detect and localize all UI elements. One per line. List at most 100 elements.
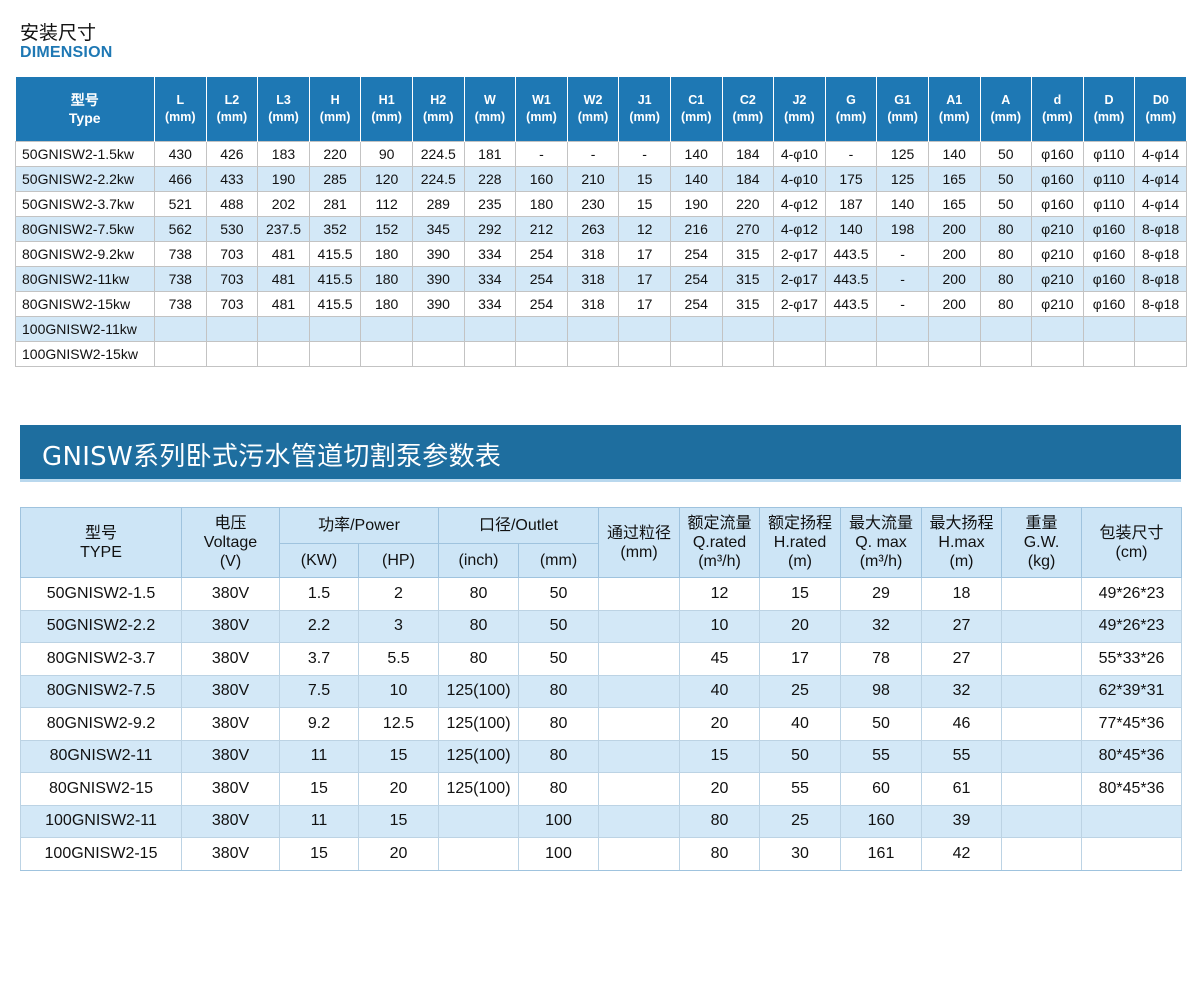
dimension-col-header: L3 (mm) <box>257 77 310 142</box>
dimension-value-cell: 315 <box>721 241 775 267</box>
param-value-cell: 12 <box>679 577 760 611</box>
dimension-col-header: D0 (mm) <box>1134 77 1187 142</box>
param-value-cell: 55*33*26 <box>1081 642 1183 676</box>
param-value-cell: 1.5 <box>279 577 359 611</box>
param-value-cell: 15 <box>679 740 760 773</box>
dimension-value-cell: - <box>515 141 568 167</box>
dimension-value-cell: 140 <box>669 166 723 192</box>
dimension-value-cell: 345 <box>411 216 465 242</box>
param-value-cell <box>598 610 680 643</box>
dimension-value-cell <box>566 341 620 367</box>
dimension-value-cell: 184 <box>721 166 775 192</box>
dimension-value-cell: 140 <box>927 141 981 167</box>
dimension-value-cell <box>411 341 465 367</box>
param-value-cell: 32 <box>840 610 922 643</box>
param-value-cell: 55 <box>921 740 1002 773</box>
dimension-value-cell: 4-φ12 <box>773 191 826 217</box>
dimension-value-cell: 15 <box>618 166 671 192</box>
param-value-cell: 27 <box>921 642 1002 676</box>
dimension-row: 50GNISW2-2.2kw 466 433 190 285 120 224.5 228 160… <box>15 166 1187 192</box>
param-value-cell: 80 <box>517 772 599 806</box>
dimension-value-cell: 415.5 <box>308 291 362 317</box>
dimension-model-cell: 80GNISW2-11kw <box>15 266 155 292</box>
type-header-en: Type <box>68 110 101 126</box>
dimension-value-cell: 212 <box>515 216 568 242</box>
dimension-value-cell: 562 <box>154 216 207 242</box>
param-qmax-header: 最大流量 Q. max (m³/h) <box>840 507 923 578</box>
dimension-col-header: A (mm) <box>979 77 1032 142</box>
param-value-cell <box>598 577 680 611</box>
param-row: 80GNISW2-15 380V 15 20 125(100) 80 20 55 60 61 80*… <box>20 772 1183 806</box>
dimension-value-cell: 254 <box>515 291 568 317</box>
dimension-value-cell: 216 <box>669 216 723 242</box>
dimension-col-header: L2 (mm) <box>205 77 258 142</box>
param-value-cell: 80 <box>517 675 599 708</box>
dimension-value-cell <box>463 316 517 342</box>
dimension-col-header: W1 (mm) <box>515 77 568 142</box>
dimension-title-cn: 安装尺寸 <box>20 22 97 44</box>
dimension-value-cell <box>773 316 826 342</box>
dimension-value-cell: 738 <box>154 266 207 292</box>
param-row: 80GNISW2-9.2 380V 9.2 12.5 125(100) 80 20 40 50 4… <box>20 707 1183 741</box>
param-value-cell: 50 <box>759 740 841 773</box>
dimension-value-cell: 315 <box>721 266 775 292</box>
dimension-value-cell: 112 <box>360 191 413 217</box>
param-model-cell: 80GNISW2-15 <box>20 772 182 806</box>
dimension-value-cell <box>308 341 362 367</box>
param-weight-header: 重量 G.W. (kg) <box>1001 507 1083 578</box>
dimension-value-cell: 334 <box>463 266 517 292</box>
dimension-value-cell: 120 <box>360 166 413 192</box>
param-value-cell: 15 <box>279 772 359 806</box>
dimension-value-cell: 4-φ10 <box>773 166 826 192</box>
dimension-value-cell: 202 <box>257 191 310 217</box>
dimension-value-cell: 8-φ18 <box>1134 291 1187 317</box>
param-row: 80GNISW2-7.5 380V 7.5 10 125(100) 80 40 25 98 32 6… <box>20 675 1183 708</box>
dimension-value-cell: φ110 <box>1082 166 1136 192</box>
param-model-cell: 50GNISW2-2.2 <box>20 610 182 643</box>
param-value-cell <box>438 837 519 871</box>
dimension-value-cell: 334 <box>463 291 517 317</box>
dimension-row: 50GNISW2-1.5kw 430 426 183 220 90 224.5 181- - -1… <box>15 141 1187 167</box>
dimension-table-body: 50GNISW2-1.5kw 430 426 183 220 90 224.5 181- - -1… <box>15 141 1187 367</box>
param-value-cell: 80 <box>438 577 519 611</box>
dimension-value-cell: 738 <box>154 291 207 317</box>
dimension-value-cell: 8-φ18 <box>1134 266 1187 292</box>
dimension-value-cell: 140 <box>669 141 723 167</box>
param-value-cell: 15 <box>358 805 439 838</box>
param-value-cell: 380V <box>181 805 280 838</box>
dimension-col-header: G1 (mm) <box>876 77 929 142</box>
param-value-cell: 125(100) <box>438 675 519 708</box>
param-power-hp-header: (HP) <box>358 543 439 578</box>
dimension-value-cell: - <box>876 241 929 267</box>
param-value-cell <box>1001 837 1082 871</box>
dimension-value-cell: 430 <box>154 141 207 167</box>
dimension-value-cell: 200 <box>927 266 981 292</box>
dimension-value-cell: 184 <box>721 141 775 167</box>
dimension-value-cell: 12 <box>618 216 671 242</box>
dimension-value-cell: φ160 <box>1082 216 1136 242</box>
dimension-value-cell <box>927 341 981 367</box>
param-power-header: 功率/Power <box>279 507 439 544</box>
dimension-value-cell <box>205 341 259 367</box>
param-value-cell: 40 <box>759 707 841 741</box>
dimension-value-cell <box>824 316 878 342</box>
dimension-value-cell: φ210 <box>1031 291 1084 317</box>
param-value-cell <box>1081 837 1183 871</box>
param-value-cell <box>1001 707 1082 741</box>
dimension-col-header: J2 (mm) <box>773 77 826 142</box>
dimension-value-cell: 80 <box>979 291 1033 317</box>
param-outlet-mm-header: (mm) <box>517 543 600 578</box>
dimension-value-cell: 426 <box>205 141 259 167</box>
dimension-col-header: d (mm) <box>1031 77 1084 142</box>
dimension-type-header: 型号 Type <box>15 77 155 142</box>
dimension-value-cell: 190 <box>669 191 723 217</box>
param-value-cell: 10 <box>358 675 439 708</box>
dimension-value-cell <box>773 341 826 367</box>
param-value-cell: 45 <box>679 642 760 676</box>
param-value-cell: 20 <box>679 707 760 741</box>
dimension-value-cell: 183 <box>257 141 310 167</box>
param-voltage-header: 电压 Voltage (V) <box>181 507 280 578</box>
dimension-row: 80GNISW2-11kw 738 703 481 415.5 180 390 334 254 3… <box>15 266 1187 292</box>
dimension-value-cell: 443.5 <box>824 291 878 317</box>
dimension-value-cell: 152 <box>360 216 413 242</box>
